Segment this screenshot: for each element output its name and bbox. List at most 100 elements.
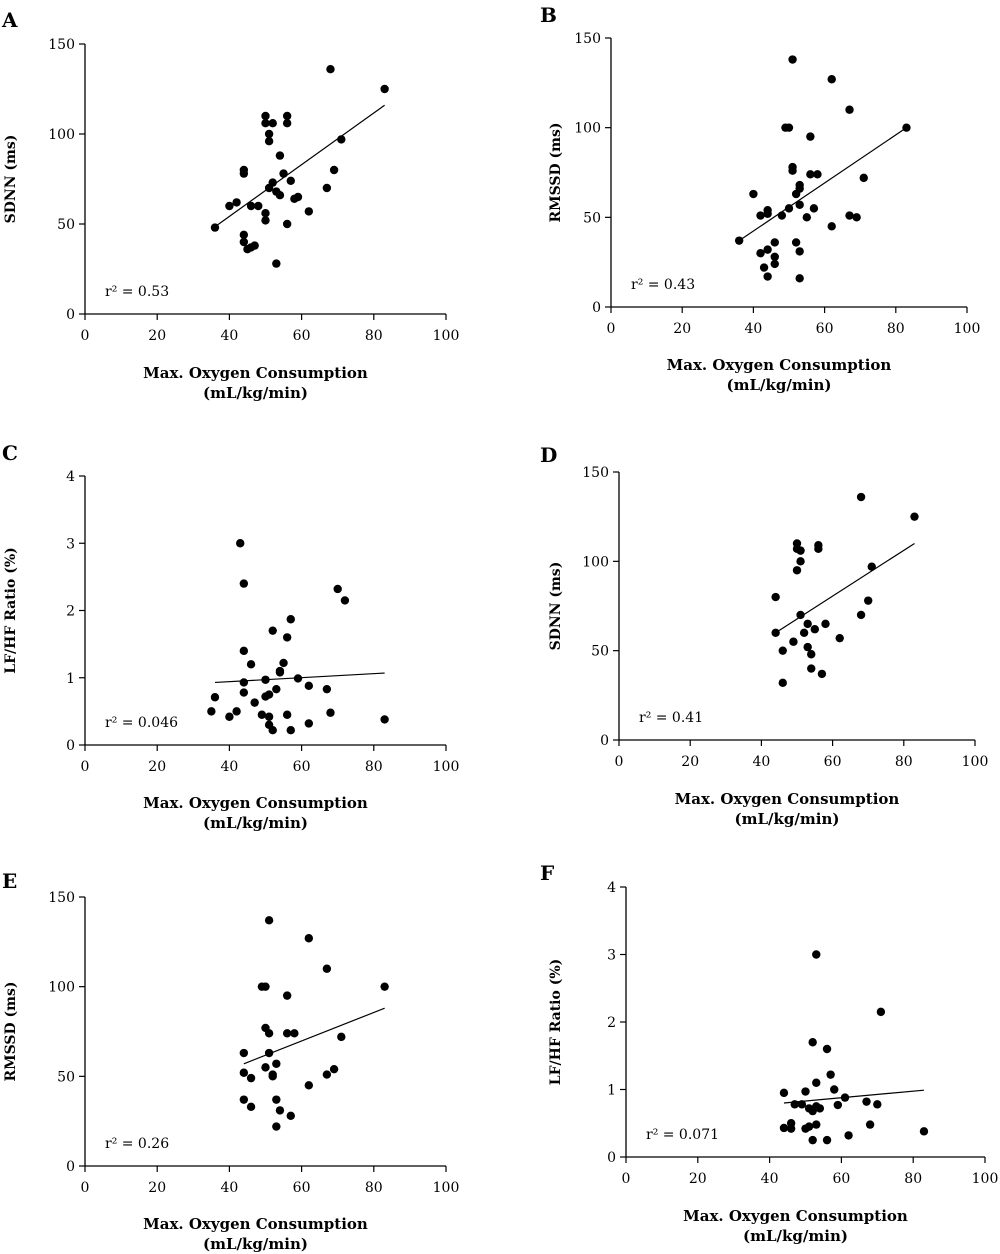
y-tick-label: 0 <box>66 738 75 754</box>
data-point <box>225 201 234 211</box>
y-tick-label: 50 <box>583 210 601 226</box>
data-point <box>807 664 816 673</box>
data-point <box>239 237 249 247</box>
y-tick-label: 150 <box>48 37 75 53</box>
x-tick-label: 40 <box>220 1180 238 1196</box>
y-tick-label: 50 <box>57 1069 75 1085</box>
data-point <box>246 1102 256 1112</box>
regression-line <box>775 542 915 634</box>
x-axis-label: Max. Oxygen Consumption <box>143 794 368 812</box>
x-tick-label: 100 <box>962 754 989 770</box>
x-tick-label: 0 <box>81 759 90 775</box>
data-point <box>272 1095 281 1104</box>
data-point <box>795 274 804 283</box>
x-tick-label: 80 <box>365 1180 383 1196</box>
y-axis-label: LF/HF Ratio (%) <box>3 547 19 674</box>
data-point <box>261 675 270 684</box>
r-squared-annotation: r² = 0.41 <box>639 710 703 726</box>
data-point <box>771 592 780 602</box>
data-point <box>812 950 821 959</box>
data-point <box>304 719 314 728</box>
data-point <box>807 650 816 659</box>
data-point <box>919 1127 929 1136</box>
data-point <box>257 710 267 719</box>
data-point <box>282 633 292 642</box>
data-point <box>286 615 295 624</box>
data-point <box>340 596 350 605</box>
data-point <box>812 1078 821 1087</box>
y-axis-label: LF/HF Ratio (%) <box>548 959 564 1086</box>
data-point <box>734 236 744 245</box>
data-point <box>812 1120 821 1129</box>
scatter-panel-f: F 0 20 40 60 80 100 0 1 2 3 4 LF/HF Ratio (%) Max. Ox… <box>540 861 998 1245</box>
data-point <box>239 646 249 656</box>
regression-line <box>214 104 385 228</box>
x-tick-label: 60 <box>824 754 842 770</box>
data-point <box>275 191 285 200</box>
data-point <box>756 211 765 220</box>
data-point <box>264 129 274 139</box>
x-tick-label: 60 <box>293 328 311 344</box>
data-point <box>770 259 779 269</box>
data-point <box>864 596 873 605</box>
data-point <box>827 75 836 84</box>
data-point <box>840 1093 850 1102</box>
data-point <box>799 628 809 637</box>
y-axis-label: SDNN (ms) <box>3 135 19 224</box>
data-point <box>833 1100 843 1110</box>
data-point <box>815 1104 825 1113</box>
y-tick-label: 4 <box>607 880 616 896</box>
y-tick-label: 50 <box>57 217 75 233</box>
data-point <box>268 119 277 128</box>
x-tick-label: 0 <box>81 1180 90 1196</box>
data-point <box>337 1032 346 1042</box>
y-tick-label: 100 <box>48 127 75 143</box>
x-tick-label: 40 <box>220 759 238 775</box>
x-axis-label: Max. Oxygen Consumption <box>143 1215 368 1233</box>
data-point <box>236 539 245 548</box>
y-tick-label: 2 <box>607 1015 616 1031</box>
data-point <box>795 200 804 209</box>
data-point <box>806 170 815 179</box>
data-point <box>290 1029 299 1038</box>
data-point <box>272 1059 281 1068</box>
x-tick-label: 20 <box>681 754 699 770</box>
data-point <box>763 245 772 254</box>
x-tick-label: 0 <box>615 754 624 770</box>
r-squared-annotation: r² = 0.26 <box>105 1136 169 1152</box>
data-point <box>835 633 844 643</box>
data-point <box>817 669 827 679</box>
data-point <box>788 55 797 64</box>
data-point <box>830 1085 839 1094</box>
y-tick-label: 0 <box>66 307 75 323</box>
data-point <box>779 1088 789 1098</box>
y-tick-label: 4 <box>66 469 75 485</box>
data-point <box>801 1087 810 1096</box>
data-point <box>810 625 819 634</box>
scatter-panel-a: A 0 20 40 60 80 100 0 50 100 150 SDNN (ms) Max. Oxyg… <box>1 8 459 402</box>
x-tick-label: 80 <box>365 759 383 775</box>
data-point <box>239 1068 249 1077</box>
data-point <box>261 982 270 991</box>
data-point <box>784 123 794 132</box>
data-point <box>279 169 288 178</box>
data-point <box>239 230 249 239</box>
data-point <box>304 934 314 943</box>
y-tick-label: 100 <box>48 980 75 996</box>
x-tick-label: 0 <box>81 328 90 344</box>
x-tick-label: 80 <box>887 321 905 337</box>
data-point <box>856 492 866 502</box>
data-point <box>250 241 259 250</box>
panel-letter: F <box>540 861 554 885</box>
x-axis-label: Max. Oxygen Consumption <box>143 364 368 382</box>
data-point <box>275 668 285 677</box>
data-point <box>239 678 249 687</box>
data-point <box>293 192 303 202</box>
data-point <box>268 1070 277 1079</box>
data-point <box>239 1048 249 1058</box>
data-point <box>792 566 802 575</box>
data-point <box>749 189 758 199</box>
data-point <box>867 562 876 571</box>
y-tick-label: 3 <box>607 948 616 964</box>
x-tick-label: 20 <box>148 1180 166 1196</box>
